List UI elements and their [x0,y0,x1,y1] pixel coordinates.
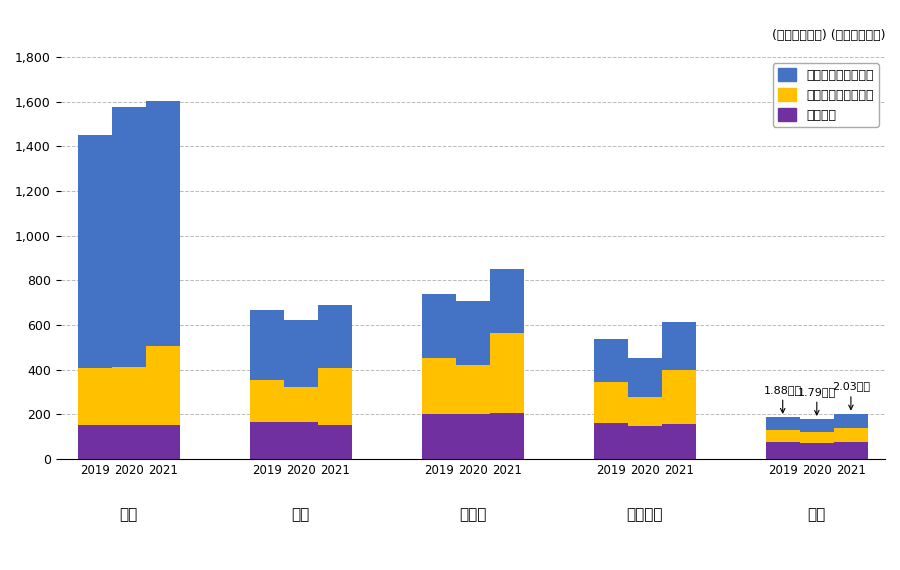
Bar [800,419,834,432]
Bar [800,443,834,459]
Text: 日本: 日本 [807,507,826,522]
Bar [800,432,834,443]
Bar [662,369,696,424]
Text: ドイツ: ドイツ [459,507,487,522]
Bar [318,305,352,368]
Text: 英国: 英国 [292,507,310,522]
Bar [628,397,662,426]
Bar [834,428,868,442]
Bar [594,423,628,459]
Bar [422,359,455,414]
Bar [490,413,524,459]
Bar [594,382,628,423]
Bar [146,101,180,346]
Bar [77,135,112,368]
Bar [662,424,696,459]
Bar [318,368,352,425]
Bar [146,346,180,425]
Bar [112,425,146,459]
Bar [766,430,800,442]
Bar [594,340,628,382]
Bar [318,425,352,459]
Text: 1.79億円: 1.79億円 [797,386,836,415]
Bar [766,417,800,430]
Bar [249,422,284,459]
Text: フランス: フランス [626,507,663,522]
Bar [112,107,146,367]
Bar [284,388,318,422]
Bar [490,333,524,413]
Bar [249,380,284,422]
Bar [112,367,146,425]
Bar [455,365,490,414]
Bar [628,426,662,459]
Bar [455,302,490,365]
Bar [249,311,284,380]
Text: 2.03億円: 2.03億円 [832,381,870,409]
Legend: 長期インセンティブ, 年次インセンティブ, 基本報酬: 長期インセンティブ, 年次インセンティブ, 基本報酬 [772,63,878,127]
Bar [422,414,455,459]
Bar [284,422,318,459]
Bar [766,442,800,459]
Bar [77,368,112,425]
Bar [662,321,696,369]
Text: (中央値ベース) (単位：百万円): (中央値ベース) (単位：百万円) [771,29,885,42]
Bar [146,425,180,459]
Text: 米国: 米国 [120,507,138,522]
Bar [77,425,112,459]
Bar [834,442,868,459]
Bar [834,413,868,428]
Bar [490,269,524,333]
Bar [455,414,490,459]
Text: 1.88億円: 1.88億円 [764,385,802,413]
Bar [422,294,455,359]
Bar [284,320,318,388]
Bar [628,359,662,397]
